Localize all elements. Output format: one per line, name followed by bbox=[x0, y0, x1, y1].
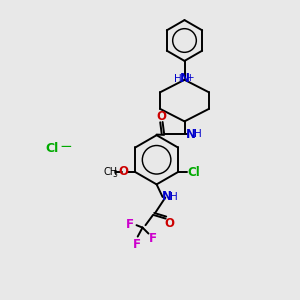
Text: N: N bbox=[185, 128, 196, 141]
Text: Cl: Cl bbox=[46, 142, 59, 155]
Text: O: O bbox=[157, 110, 167, 123]
Text: H: H bbox=[169, 192, 177, 202]
Text: F: F bbox=[126, 218, 134, 231]
Text: H: H bbox=[194, 129, 201, 139]
Text: CH: CH bbox=[103, 167, 118, 177]
Text: 3: 3 bbox=[112, 170, 117, 179]
Text: −: − bbox=[59, 139, 72, 154]
Text: N: N bbox=[180, 72, 190, 85]
Text: F: F bbox=[133, 238, 141, 251]
Text: Cl: Cl bbox=[187, 166, 200, 178]
Text: H: H bbox=[174, 74, 182, 84]
Text: O: O bbox=[118, 165, 128, 178]
Text: +: + bbox=[186, 73, 195, 83]
Text: N: N bbox=[161, 190, 172, 203]
Text: O: O bbox=[164, 217, 175, 230]
Text: F: F bbox=[149, 232, 157, 245]
